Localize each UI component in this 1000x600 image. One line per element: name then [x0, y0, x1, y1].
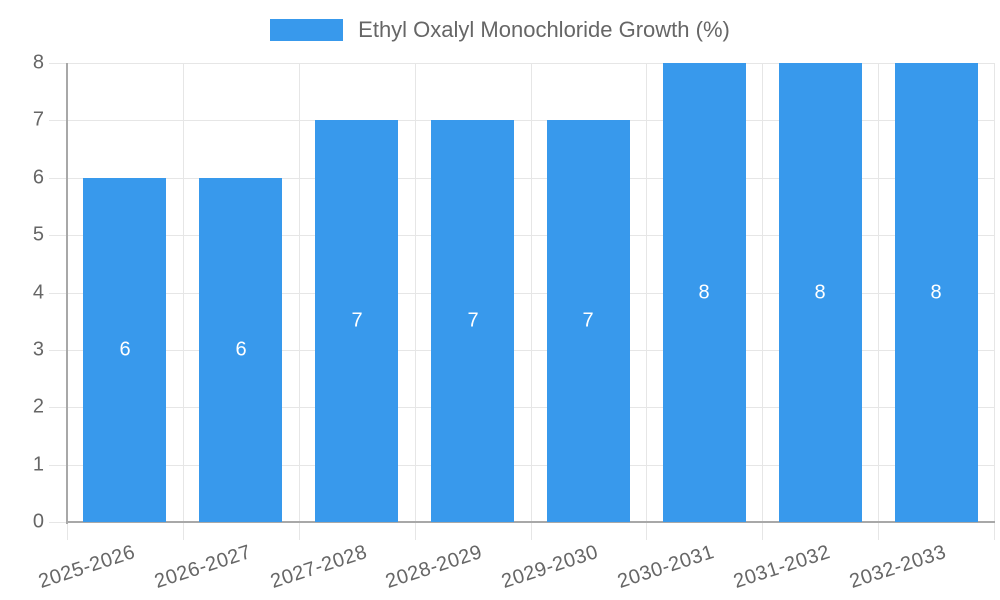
y-tick-label: 6	[32, 166, 44, 189]
x-tick-label: 2027-2028	[267, 541, 370, 593]
y-tick-label: 7	[32, 108, 44, 131]
y-tick-label: 8	[32, 51, 44, 74]
bar-value-label: 8	[698, 281, 710, 304]
legend-swatch	[270, 19, 344, 41]
bar-2026-2027[interactable]	[199, 178, 282, 522]
bar-2031-2032[interactable]	[779, 63, 862, 522]
x-tick-label: 2031-2032	[730, 541, 833, 593]
v-gridline	[299, 63, 300, 540]
h-gridline	[49, 293, 994, 294]
bar-value-label: 8	[814, 281, 826, 304]
x-tick-label: 2026-2027	[151, 541, 254, 593]
h-gridline	[49, 350, 994, 351]
v-gridline	[994, 63, 995, 540]
h-gridline	[49, 120, 994, 121]
bar-2032-2033[interactable]	[895, 63, 978, 522]
bar-2029-2030[interactable]	[547, 120, 630, 522]
x-tick-label: 2025-2026	[35, 541, 138, 593]
x-tick-label: 2030-2031	[615, 541, 718, 593]
v-gridline	[531, 63, 532, 540]
legend-title: Ethyl Oxalyl Monochloride Growth (%)	[358, 17, 730, 42]
bar-2030-2031[interactable]	[663, 63, 746, 522]
bar-2028-2029[interactable]	[431, 120, 514, 522]
x-tick-label: 2032-2033	[846, 541, 949, 593]
y-tick-label: 0	[32, 510, 44, 533]
v-gridline	[878, 63, 879, 540]
v-gridline	[646, 63, 647, 540]
bar-value-label: 7	[467, 309, 479, 332]
bar-value-label: 6	[119, 338, 131, 361]
h-gridline	[49, 465, 994, 466]
x-tick-label: 2029-2030	[499, 541, 602, 593]
v-gridline	[183, 63, 184, 540]
y-tick-label: 5	[32, 223, 44, 246]
h-gridline	[49, 407, 994, 408]
y-tick-label: 2	[32, 395, 44, 418]
v-gridline	[762, 63, 763, 540]
h-gridline	[49, 178, 994, 179]
y-tick-label: 1	[32, 453, 44, 476]
bar-2025-2026[interactable]	[83, 178, 166, 522]
bar-value-label: 6	[235, 338, 247, 361]
y-tick-label: 4	[32, 281, 44, 304]
x-tick-label: 2028-2029	[383, 541, 486, 593]
chart-legend[interactable]: Ethyl Oxalyl Monochloride Growth (%)	[0, 17, 1000, 43]
h-gridline	[49, 63, 994, 64]
h-gridline	[49, 235, 994, 236]
bar-value-label: 7	[351, 309, 363, 332]
bar-2027-2028[interactable]	[315, 120, 398, 522]
bar-value-label: 8	[930, 281, 942, 304]
y-tick-label: 3	[32, 338, 44, 361]
bar-value-label: 7	[582, 309, 594, 332]
x-axis-line	[66, 521, 995, 523]
y-axis-line	[66, 63, 68, 524]
v-gridline	[415, 63, 416, 540]
